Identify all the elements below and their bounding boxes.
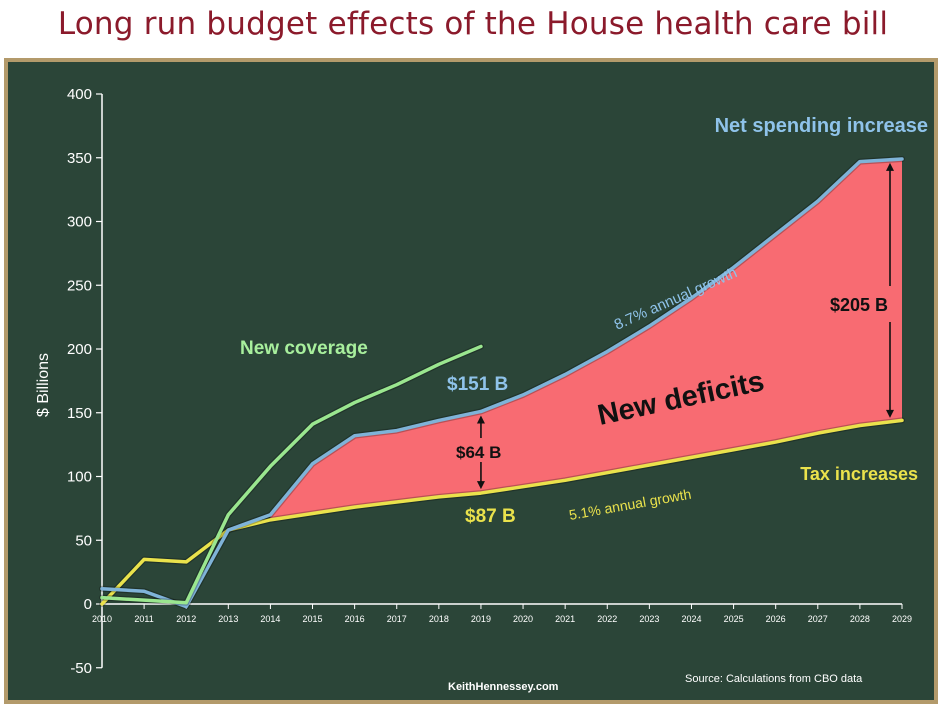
deficit-area <box>270 159 903 520</box>
arrow-205b <box>886 162 894 418</box>
x-tick-label: 2017 <box>387 614 407 624</box>
x-tick-label: 2014 <box>260 614 280 624</box>
x-tick-label: 2021 <box>555 614 575 624</box>
label-151b: $151 B <box>447 374 508 395</box>
y-tick-label: 200 <box>67 341 92 358</box>
label-new-coverage: New coverage <box>240 338 368 359</box>
arrows <box>476 162 894 490</box>
x-tick-label: 2028 <box>850 614 870 624</box>
label-87b: $87 B <box>465 506 516 527</box>
x-tick-label: 2020 <box>513 614 533 624</box>
label-205b: $205 B <box>830 295 888 315</box>
y-tick-label: 0 <box>84 596 92 613</box>
label-64b: $64 B <box>456 443 501 462</box>
y-tick-label: 150 <box>67 405 92 422</box>
series-line-0 <box>100 157 904 609</box>
x-tick-label: 2011 <box>134 614 153 624</box>
series-line-1 <box>100 344 483 605</box>
y-tick-label: 400 <box>67 86 92 103</box>
series-lines <box>99 156 905 610</box>
x-tick-label: 2010 <box>92 614 112 624</box>
x-tick-label: 2024 <box>681 614 701 624</box>
arrow-64b-head-down <box>476 481 485 490</box>
chart-title: Long run budget effects of the House hea… <box>57 6 889 42</box>
y-tick-label: 100 <box>67 469 92 486</box>
y-tick-label: 50 <box>75 532 92 549</box>
x-tick-label: 2022 <box>597 614 617 624</box>
y-tick-label: -50 <box>70 660 92 677</box>
new-deficits-area <box>270 159 903 520</box>
website-label: KeithHennessey.com <box>448 681 559 693</box>
arrow-205b-head-up <box>886 162 894 171</box>
x-tick-label: 2025 <box>724 614 744 624</box>
x-tick-label: 2027 <box>808 614 828 624</box>
y-tick-label: 300 <box>67 214 92 231</box>
x-tick-label: 2016 <box>345 614 365 624</box>
x-tick-label: 2013 <box>218 614 238 624</box>
x-tick-label: 2012 <box>176 614 196 624</box>
x-tick-label: 2015 <box>303 614 323 624</box>
x-tick-label: 2019 <box>471 614 491 624</box>
arrow-64b-head-up <box>476 415 485 424</box>
x-tick-label: 2029 <box>892 614 912 624</box>
y-tick-label: 350 <box>67 150 92 167</box>
arrow-64b <box>476 415 485 490</box>
label-net-spending: Net spending increase <box>715 115 928 137</box>
arrow-205b-head-down <box>886 409 894 418</box>
x-tick-label: 2026 <box>766 614 786 624</box>
label-205b-bg <box>829 290 901 318</box>
x-tick-label: 2023 <box>639 614 659 624</box>
axes: -50 0 50 100 150 200 250 300 350 400 2010 2011 2012 2… <box>67 86 912 677</box>
label-tax-growth: 5.1% annual growth <box>568 486 693 523</box>
ylabel: $ Billions <box>35 353 52 417</box>
x-tick-label: 2018 <box>429 614 449 624</box>
source-note: Source: Calculations from CBO data <box>685 673 863 685</box>
y-tick-label: 250 <box>67 277 92 294</box>
label-tax-increases: Tax increases <box>800 464 918 484</box>
